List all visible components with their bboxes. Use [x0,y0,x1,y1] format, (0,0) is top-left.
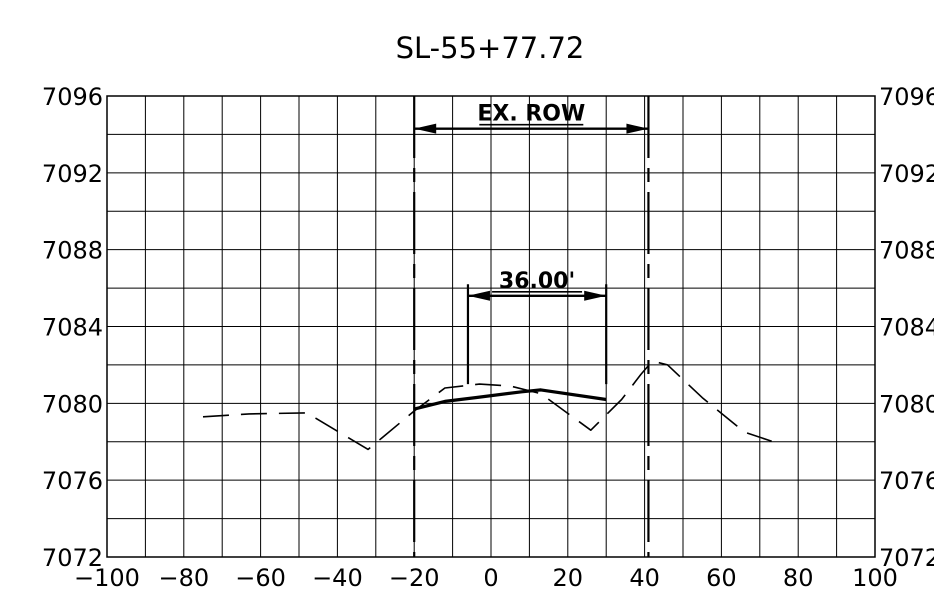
dimension-arrowhead [626,123,649,134]
existing-ground-line [202,360,780,451]
proposed-grade-line [413,388,607,411]
x-tick-label: 0 [483,564,498,592]
x-tick-label: −60 [235,564,286,592]
dimension-annotations: EX. ROW 36.00' [414,102,649,301]
grid [106,95,876,558]
y-tick-label: 7076 [42,467,103,495]
y-tick-label: 7096 [42,83,103,111]
x-tick-label: 60 [706,564,737,592]
y-tick-label-right: 7072 [879,544,934,572]
chart-title: SL-55+77.72 [396,31,585,65]
y-tick-label-right: 7088 [879,237,934,265]
y-tick-labels-right: 7072 7076 7080 7084 7088 7092 7096 [879,83,934,572]
y-tick-label-right: 7096 [879,83,934,111]
x-tick-label: −20 [389,564,440,592]
y-tick-labels-left: 7072 7076 7080 7084 7088 7092 7096 [42,83,103,572]
dimension-label: 36.00' [499,269,575,294]
dimension-arrowhead [467,290,490,301]
plot-frame [106,95,876,558]
profile-series [202,360,780,451]
y-tick-label: 7084 [42,314,103,342]
x-tick-label: 20 [553,564,584,592]
x-tick-label: 100 [852,564,898,592]
vertical-reference-lines [413,96,650,557]
y-tick-label-right: 7092 [879,160,934,188]
dimension-arrowhead [414,123,437,134]
y-tick-label-right: 7084 [879,314,934,342]
dimension-arrowhead [584,290,607,301]
y-tick-label: 7088 [42,237,103,265]
x-tick-labels: −100 −80 −60 −40 −20 0 20 40 60 80 100 [74,564,898,592]
dimension-label: EX. ROW [477,102,585,127]
y-tick-label: 7092 [42,160,103,188]
x-tick-label: −80 [158,564,209,592]
y-tick-label: 7072 [42,544,103,572]
plot-border [106,95,876,558]
y-tick-label-right: 7080 [879,390,934,418]
x-tick-label: −40 [312,564,363,592]
x-tick-label: 80 [783,564,814,592]
x-tick-label: 40 [629,564,660,592]
x-tick-label: −100 [74,564,140,592]
y-tick-label-right: 7076 [879,467,934,495]
y-tick-label: 7080 [42,390,103,418]
